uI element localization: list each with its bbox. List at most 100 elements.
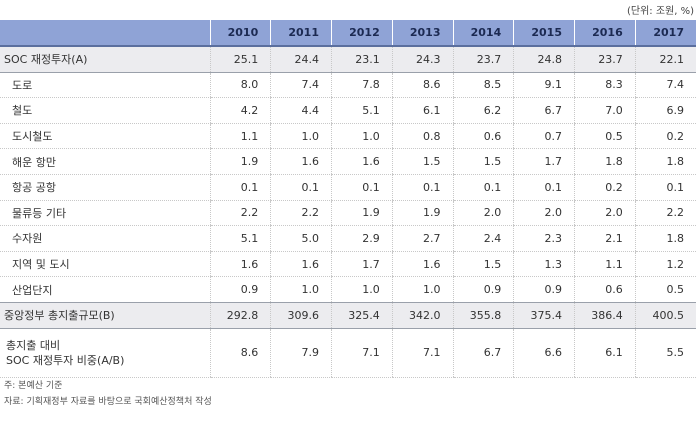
value-cell: 8.6 xyxy=(391,72,453,99)
value-cell: 0.6 xyxy=(452,123,514,150)
value-cell: 2.2 xyxy=(270,200,332,227)
row-label: 도시철도 xyxy=(0,123,210,150)
value-cell: 1.0 xyxy=(331,276,393,303)
year-header: 2012 xyxy=(331,20,393,46)
note-basis: 주: 본예산 기준 xyxy=(4,381,63,391)
value-cell: 1.6 xyxy=(331,148,393,175)
value-cell: 1.7 xyxy=(513,148,575,175)
value-cell: 1.5 xyxy=(391,148,453,175)
value-cell: 0.2 xyxy=(574,174,636,201)
value-cell: 5.1 xyxy=(209,225,271,252)
value-cell: 6.2 xyxy=(452,97,514,124)
value-cell: 7.4 xyxy=(634,72,696,99)
value-cell: 24.8 xyxy=(513,46,575,73)
value-cell: 1.5 xyxy=(452,251,514,278)
header-row: 2010 2011 2012 2013 2014 2015 2016 2017 xyxy=(0,20,696,46)
row-label: SOC 재정투자(A) xyxy=(0,46,210,73)
value-cell: 0.6 xyxy=(574,276,636,303)
value-cell: 7.1 xyxy=(331,328,393,378)
year-header: 2011 xyxy=(270,20,332,46)
value-cell: 355.8 xyxy=(452,302,514,329)
year-header: 2015 xyxy=(513,20,575,46)
value-cell: 0.9 xyxy=(452,276,514,303)
value-cell: 1.6 xyxy=(270,251,332,278)
value-cell: 309.6 xyxy=(270,302,332,329)
value-cell: 5.0 xyxy=(270,225,332,252)
value-cell: 342.0 xyxy=(391,302,453,329)
value-cell: 6.7 xyxy=(452,328,514,378)
soc-ratio-row: 총지출 대비 SOC 재정투자 비중(A/B) 8.6 7.9 7.1 7.1 6.7 6.6… xyxy=(0,328,696,378)
row-label: 해운 항만 xyxy=(0,148,210,175)
value-cell: 0.1 xyxy=(452,174,514,201)
road-row: 도로 8.0 7.4 7.8 8.6 8.5 9.1 8.3 7.4 xyxy=(0,72,696,99)
value-cell: 1.0 xyxy=(331,123,393,150)
value-cell: 6.7 xyxy=(513,97,575,124)
note-source: 자료: 기획재정부 자료를 바탕으로 국회예산정책처 작성 xyxy=(4,397,212,407)
value-cell: 0.1 xyxy=(634,174,696,201)
value-cell: 1.0 xyxy=(391,276,453,303)
value-cell: 23.7 xyxy=(452,46,514,73)
row-label: 철도 xyxy=(0,97,210,124)
value-cell: 23.7 xyxy=(574,46,636,73)
value-cell: 2.4 xyxy=(452,225,514,252)
header-blank-cell xyxy=(0,20,210,46)
value-cell: 400.5 xyxy=(634,302,696,329)
row-label-line: SOC 재정투자 비중(A/B) xyxy=(6,353,125,367)
row-label: 물류등 기타 xyxy=(0,200,210,227)
value-cell: 1.6 xyxy=(209,251,271,278)
value-cell: 0.5 xyxy=(574,123,636,150)
value-cell: 7.1 xyxy=(391,328,453,378)
value-cell: 0.8 xyxy=(391,123,453,150)
value-cell: 325.4 xyxy=(331,302,393,329)
value-cell: 4.2 xyxy=(209,97,271,124)
value-cell: 0.7 xyxy=(513,123,575,150)
value-cell: 2.1 xyxy=(574,225,636,252)
value-cell: 0.1 xyxy=(513,174,575,201)
industrial-row: 산업단지 0.9 1.0 1.0 1.0 0.9 0.9 0.6 0.5 xyxy=(0,276,696,303)
port-row: 해운 항만 1.9 1.6 1.6 1.5 1.5 1.7 1.8 1.8 xyxy=(0,148,696,175)
value-cell: 1.0 xyxy=(270,123,332,150)
value-cell: 2.0 xyxy=(452,200,514,227)
value-cell: 1.8 xyxy=(634,225,696,252)
row-label: 총지출 대비 SOC 재정투자 비중(A/B) xyxy=(0,328,210,378)
value-cell: 5.5 xyxy=(634,328,696,378)
value-cell: 8.3 xyxy=(574,72,636,99)
value-cell: 375.4 xyxy=(513,302,575,329)
water-row: 수자원 5.1 5.0 2.9 2.7 2.4 2.3 2.1 1.8 xyxy=(0,225,696,252)
value-cell: 0.5 xyxy=(634,276,696,303)
table-body: SOC 재정투자(A) 25.1 24.4 23.1 24.3 23.7 24.8 23.7 2… xyxy=(0,46,696,378)
row-label: 도로 xyxy=(0,72,210,99)
value-cell: 6.9 xyxy=(634,97,696,124)
value-cell: 22.1 xyxy=(634,46,696,73)
value-cell: 2.2 xyxy=(634,200,696,227)
value-cell: 1.6 xyxy=(391,251,453,278)
value-cell: 386.4 xyxy=(574,302,636,329)
value-cell: 1.5 xyxy=(452,148,514,175)
value-cell: 1.6 xyxy=(270,148,332,175)
row-label: 수자원 xyxy=(0,225,210,252)
row-label: 산업단지 xyxy=(0,276,210,303)
row-label-line: 총지출 대비 xyxy=(6,338,61,352)
year-header: 2013 xyxy=(391,20,453,46)
value-cell: 2.2 xyxy=(209,200,271,227)
value-cell: 23.1 xyxy=(331,46,393,73)
value-cell: 292.8 xyxy=(209,302,271,329)
value-cell: 25.1 xyxy=(209,46,271,73)
soc-investment-table: 2010 2011 2012 2013 2014 2015 2016 2017 … xyxy=(0,20,696,378)
value-cell: 9.1 xyxy=(513,72,575,99)
value-cell: 7.4 xyxy=(270,72,332,99)
soc-total-row: SOC 재정투자(A) 25.1 24.4 23.1 24.3 23.7 24.8 23.7 2… xyxy=(0,46,696,73)
value-cell: 1.3 xyxy=(513,251,575,278)
value-cell: 0.9 xyxy=(513,276,575,303)
value-cell: 1.9 xyxy=(331,200,393,227)
value-cell: 0.2 xyxy=(634,123,696,150)
value-cell: 0.1 xyxy=(391,174,453,201)
value-cell: 1.9 xyxy=(391,200,453,227)
year-header: 2014 xyxy=(452,20,514,46)
row-label: 중앙정부 총지출규모(B) xyxy=(0,302,210,329)
value-cell: 5.1 xyxy=(331,97,393,124)
value-cell: 0.1 xyxy=(270,174,332,201)
value-cell: 24.3 xyxy=(391,46,453,73)
value-cell: 0.9 xyxy=(209,276,271,303)
unit-label: (단위: 조원, %) xyxy=(626,6,694,17)
